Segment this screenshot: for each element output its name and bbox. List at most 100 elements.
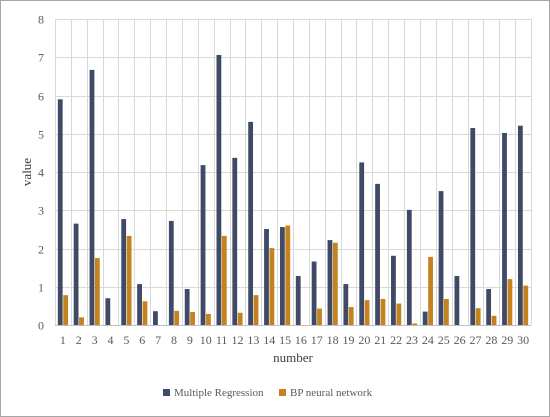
x-axis-label: number bbox=[273, 350, 313, 365]
bar-multiple-regression bbox=[279, 227, 285, 325]
bar-multiple-regression bbox=[343, 284, 349, 325]
bar-bp-neural-network bbox=[253, 295, 259, 325]
bar-multiple-regression bbox=[438, 191, 444, 325]
bar-bp-neural-network bbox=[206, 313, 211, 325]
x-tick-label: 17 bbox=[311, 333, 323, 347]
bar-bp-neural-network bbox=[364, 300, 370, 325]
bar-bp-neural-network bbox=[174, 310, 180, 325]
x-tick-label: 18 bbox=[327, 333, 339, 347]
x-tick-label: 10 bbox=[200, 333, 212, 347]
x-tick-label: 3 bbox=[92, 333, 98, 347]
bar-bp-neural-network bbox=[63, 295, 69, 325]
bars bbox=[57, 54, 529, 325]
bar-multiple-regression bbox=[153, 311, 158, 325]
legend-label-multiple-regression: Multiple Regression bbox=[174, 387, 264, 399]
bar-multiple-regression bbox=[232, 157, 238, 325]
bar-multiple-regression bbox=[73, 223, 79, 325]
x-tick-label: 22 bbox=[390, 333, 402, 347]
bar-multiple-regression bbox=[137, 284, 142, 325]
legend-label-bp-neural-network: BP neural network bbox=[290, 387, 373, 399]
bar-multiple-regression bbox=[216, 54, 222, 325]
bar-multiple-regression bbox=[470, 128, 476, 325]
gridlines bbox=[55, 19, 532, 326]
bar-bp-neural-network bbox=[396, 303, 402, 325]
bar-multiple-regression bbox=[359, 162, 365, 325]
bar-bp-neural-network bbox=[412, 323, 418, 325]
x-tick-label: 11 bbox=[216, 333, 228, 347]
bar-multiple-regression bbox=[57, 99, 63, 325]
x-tick-label: 23 bbox=[406, 333, 418, 347]
bar-bp-neural-network bbox=[142, 301, 148, 325]
bar-multiple-regression bbox=[406, 209, 412, 325]
bar-bp-neural-network bbox=[285, 225, 291, 325]
bar-multiple-regression bbox=[327, 240, 333, 325]
x-tick-label: 29 bbox=[501, 333, 513, 347]
bar-bp-neural-network bbox=[332, 242, 338, 325]
bar-bp-neural-network bbox=[428, 256, 433, 325]
bar-bp-neural-network bbox=[79, 317, 84, 325]
y-tick-label: 6 bbox=[38, 90, 44, 104]
x-tick-label: 7 bbox=[155, 333, 161, 347]
bar-multiple-regression bbox=[264, 228, 269, 325]
bar-multiple-regression bbox=[422, 311, 428, 325]
x-axis-ticks: 1 2 3 4 5 6 7 8 9 10 11 12 13 14 15 16 17 18 19 20 21 22 23 24 2… bbox=[60, 333, 529, 347]
x-tick-label: 8 bbox=[171, 333, 177, 347]
x-tick-label: 28 bbox=[485, 333, 497, 347]
y-tick-label: 8 bbox=[38, 13, 44, 27]
bar-bp-neural-network bbox=[94, 258, 100, 325]
x-tick-label: 21 bbox=[374, 333, 386, 347]
bar-bp-neural-network bbox=[444, 298, 449, 325]
bar-multiple-regression bbox=[200, 165, 206, 325]
bar-bp-neural-network bbox=[380, 298, 386, 325]
bar-multiple-regression bbox=[311, 261, 317, 325]
y-axis-label: value bbox=[19, 158, 34, 186]
x-tick-label: 27 bbox=[469, 333, 481, 347]
bar-bp-neural-network bbox=[475, 308, 481, 325]
bar-multiple-regression bbox=[295, 276, 301, 325]
bar-multiple-regression bbox=[517, 125, 523, 325]
x-tick-label: 20 bbox=[358, 333, 370, 347]
bar-bp-neural-network bbox=[221, 235, 227, 325]
y-tick-label: 0 bbox=[38, 319, 44, 333]
y-tick-label: 3 bbox=[38, 204, 44, 218]
bar-bp-neural-network bbox=[269, 248, 275, 325]
bar-multiple-regression bbox=[486, 289, 492, 325]
y-tick-label: 7 bbox=[38, 51, 44, 65]
x-tick-label: 1 bbox=[60, 333, 66, 347]
x-tick-label: 9 bbox=[187, 333, 193, 347]
x-tick-label: 14 bbox=[263, 333, 275, 347]
bar-multiple-regression bbox=[454, 276, 460, 325]
bar-multiple-regression bbox=[391, 255, 396, 325]
x-tick-label: 12 bbox=[231, 333, 243, 347]
x-tick-label: 30 bbox=[517, 333, 529, 347]
legend: Multiple Regression BP neural network bbox=[163, 387, 373, 399]
bar-multiple-regression bbox=[184, 289, 190, 325]
legend-swatch-bp-neural-network bbox=[279, 389, 286, 396]
bar-multiple-regression bbox=[105, 298, 111, 325]
bar-bp-neural-network bbox=[317, 308, 322, 325]
bar-multiple-regression bbox=[375, 183, 380, 325]
bar-bp-neural-network bbox=[237, 312, 243, 325]
x-tick-label: 26 bbox=[454, 333, 466, 347]
legend-swatch-multiple-regression bbox=[163, 389, 170, 396]
bar-multiple-regression bbox=[121, 219, 127, 325]
bar-bp-neural-network bbox=[491, 315, 497, 325]
bar-multiple-regression bbox=[248, 121, 254, 325]
bar-multiple-regression bbox=[168, 220, 174, 325]
x-tick-label: 5 bbox=[123, 333, 129, 347]
bar-bp-neural-network bbox=[190, 311, 195, 325]
x-tick-label: 13 bbox=[247, 333, 259, 347]
bar-bp-neural-network bbox=[348, 307, 354, 325]
y-axis-ticks: 0 1 2 3 4 5 6 7 8 bbox=[38, 13, 44, 333]
bar-multiple-regression bbox=[502, 132, 507, 325]
bar-bp-neural-network bbox=[126, 235, 132, 325]
bar-bp-neural-network bbox=[507, 279, 513, 325]
bar-multiple-regression bbox=[89, 69, 95, 325]
x-tick-label: 25 bbox=[438, 333, 450, 347]
x-tick-label: 6 bbox=[139, 333, 145, 347]
x-tick-label: 24 bbox=[422, 333, 434, 347]
y-tick-label: 1 bbox=[38, 281, 44, 295]
x-tick-label: 16 bbox=[295, 333, 307, 347]
y-tick-label: 4 bbox=[38, 166, 44, 180]
